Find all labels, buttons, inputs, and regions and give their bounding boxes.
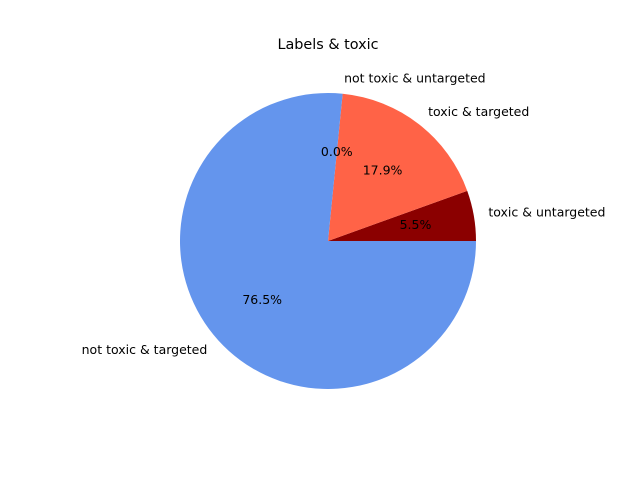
pie-slice: [180, 93, 477, 390]
pie-slice: [328, 93, 468, 241]
slice-percent-label: 0.0%: [321, 144, 353, 159]
chart-title: Labels & toxic: [277, 37, 378, 53]
slice-percent-label: 5.5%: [400, 217, 432, 232]
slice-percent-label: 17.9%: [363, 162, 403, 177]
pie-slice: [328, 190, 476, 241]
slice-label: not toxic & targeted: [82, 342, 208, 357]
pie-slices: [180, 93, 477, 390]
pie-labels: toxic & untargeted 5.5% toxic & targeted 17…: [82, 70, 606, 356]
slice-percent-label: 76.5%: [242, 292, 282, 307]
slice-label: toxic & targeted: [428, 104, 529, 119]
slice-label: toxic & untargeted: [488, 204, 605, 219]
slice-label: not toxic & untargeted: [344, 70, 486, 85]
